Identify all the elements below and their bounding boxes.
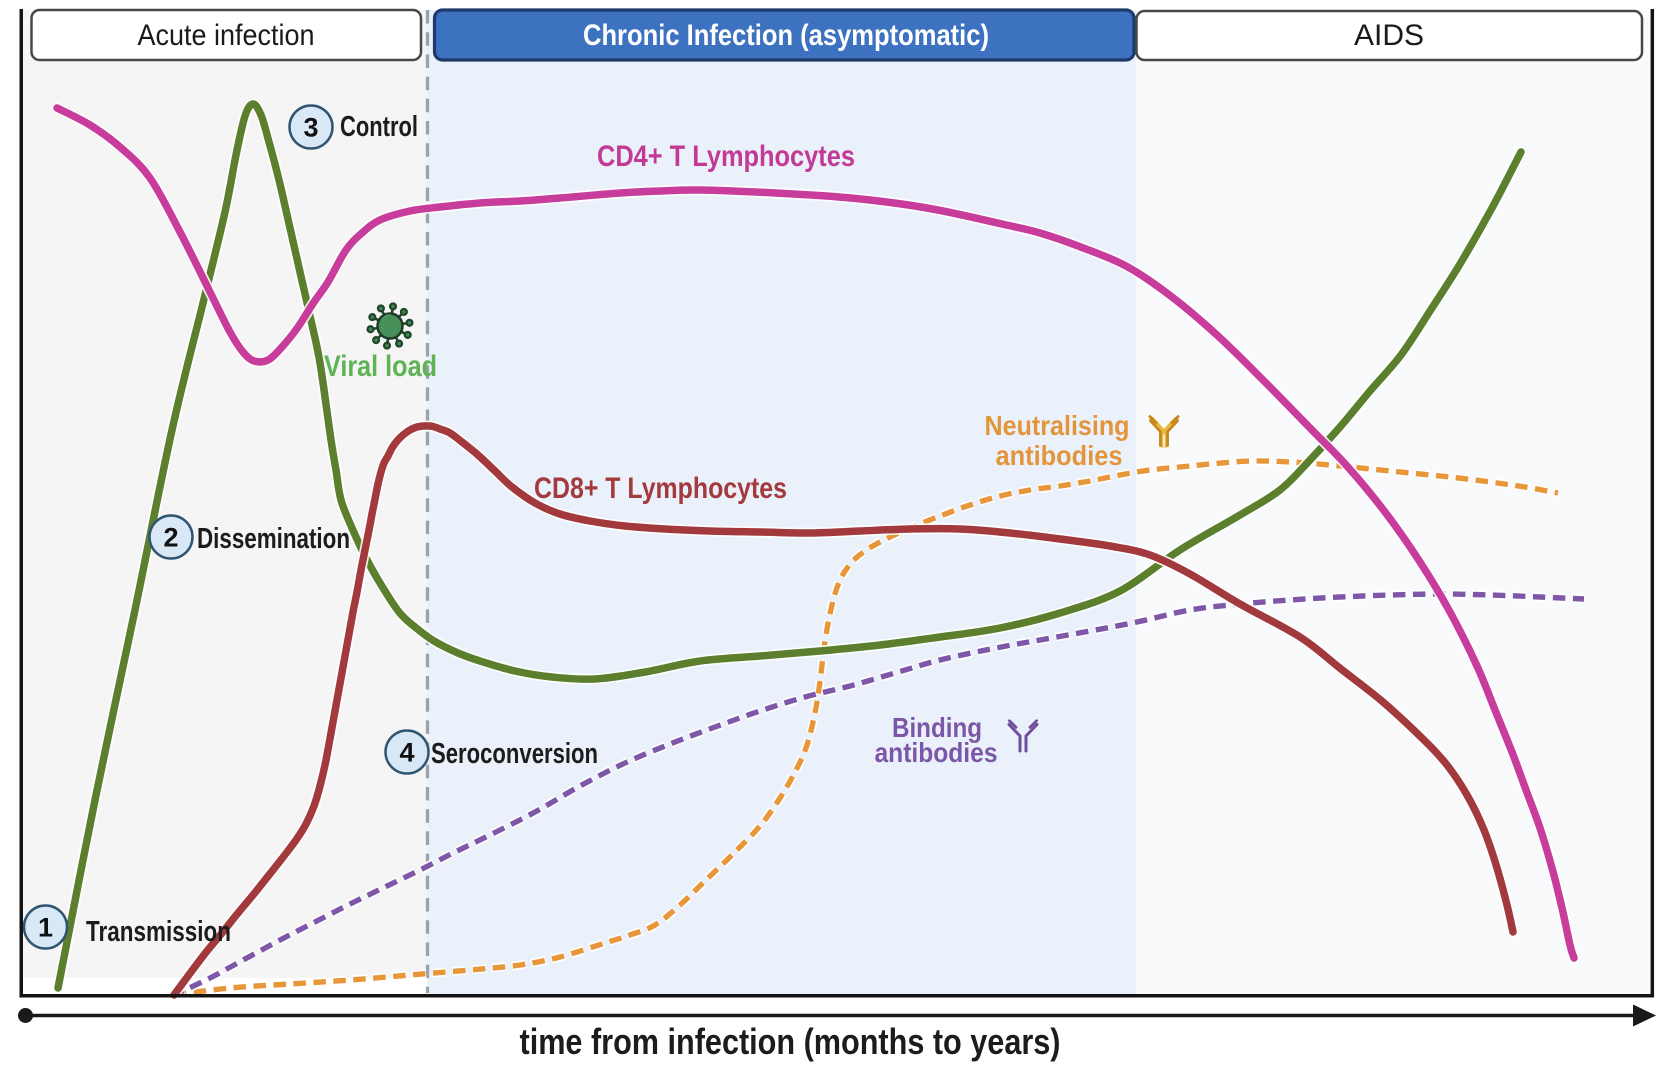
svg-text:Binding: Binding <box>892 712 982 743</box>
svg-text:Control: Control <box>340 111 418 143</box>
svg-text:2: 2 <box>163 523 178 553</box>
svg-text:antibodies: antibodies <box>996 440 1123 471</box>
svg-text:1: 1 <box>38 913 53 943</box>
svg-text:time from infection (months to: time from infection (months to years) <box>520 1021 1061 1062</box>
svg-text:4: 4 <box>399 738 414 768</box>
svg-text:Dissemination: Dissemination <box>197 523 350 555</box>
svg-text:CD4+ T Lymphocytes: CD4+ T Lymphocytes <box>597 140 855 173</box>
svg-text:AIDS: AIDS <box>1354 19 1424 52</box>
svg-text:Neutralising: Neutralising <box>985 410 1130 441</box>
svg-text:Chronic Infection (asymptomati: Chronic Infection (asymptomatic) <box>583 19 989 52</box>
svg-text:Viral load: Viral load <box>324 350 437 383</box>
svg-text:Acute infection: Acute infection <box>138 19 315 52</box>
svg-text:3: 3 <box>303 113 318 143</box>
svg-text:Seroconversion: Seroconversion <box>431 738 598 770</box>
svg-text:CD8+ T Lymphocytes: CD8+ T Lymphocytes <box>534 472 787 505</box>
svg-text:Transmission: Transmission <box>86 916 231 948</box>
svg-text:antibodies: antibodies <box>875 737 998 768</box>
